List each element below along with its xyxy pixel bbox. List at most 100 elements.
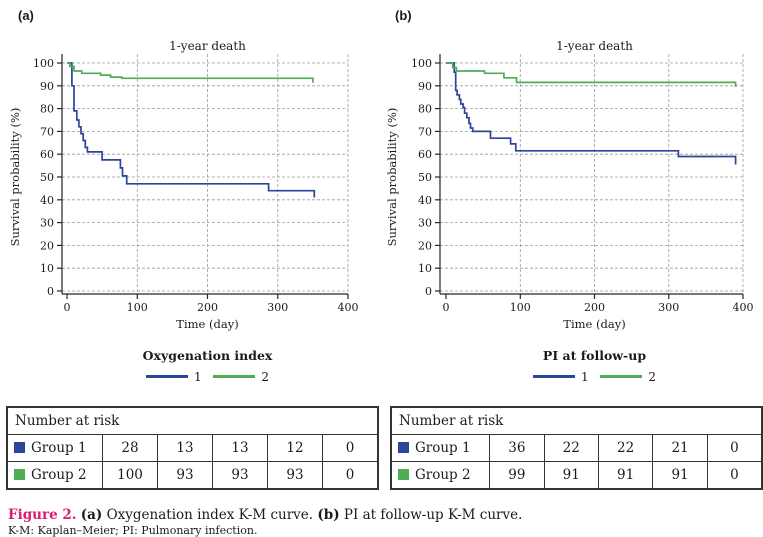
risk-cell: 91 <box>543 461 599 490</box>
risk-table-b-row-group1: Group 1 36 22 22 21 0 <box>390 434 763 462</box>
svg-text:50: 50 <box>40 171 54 184</box>
svg-text:80: 80 <box>418 103 432 116</box>
svg-text:90: 90 <box>40 80 54 93</box>
legend-a-item-group2: 2 <box>213 370 269 384</box>
risk-table-a-header: Number at risk <box>6 406 379 435</box>
legend-b-title: PI at follow-up <box>542 348 647 363</box>
km-chart-pi-at-follow-up: 0 10 20 30 40 50 60 70 80 90 100 0 100 200 300 400 1-yea… <box>385 39 754 331</box>
svg-text:0: 0 <box>47 285 54 298</box>
svg-text:60: 60 <box>418 148 432 161</box>
group2-line-swatch <box>213 375 256 378</box>
svg-text:80: 80 <box>40 103 54 116</box>
svg-text:1-year death: 1-year death <box>169 39 246 53</box>
svg-text:Survival probability (%): Survival probability (%) <box>8 108 22 247</box>
risk-cell: 0 <box>706 461 763 490</box>
legend-a-items: 1 2 <box>21 367 394 384</box>
svg-text:10: 10 <box>40 262 54 275</box>
caption-part-b-text: PI at follow-up K-M curve. <box>339 506 523 523</box>
svg-text:1-year death: 1-year death <box>556 39 633 53</box>
risk-cell: 28 <box>102 434 158 462</box>
group1-square-icon <box>14 442 25 453</box>
risk-cell: 91 <box>652 461 708 490</box>
svg-text:300: 300 <box>267 301 288 314</box>
svg-text:100: 100 <box>127 301 148 314</box>
panel-a-label: (a) <box>18 8 34 23</box>
risk-table-b-header-row: Number at risk <box>390 406 763 435</box>
svg-text:Survival probability (%): Survival probability (%) <box>385 108 399 247</box>
svg-text:0: 0 <box>443 301 450 314</box>
svg-text:30: 30 <box>418 217 432 230</box>
group2-label: Group 2 <box>415 467 471 483</box>
svg-text:0: 0 <box>64 301 71 314</box>
risk-table-b-header: Number at risk <box>390 406 763 435</box>
group2-label-cell: Group 2 <box>6 461 103 490</box>
svg-text:40: 40 <box>40 194 54 207</box>
svg-text:50: 50 <box>418 171 432 184</box>
legend-a-label-group1: 1 <box>193 369 202 384</box>
figure-caption-label: Figure 2. <box>8 506 77 523</box>
svg-text:60: 60 <box>40 148 54 161</box>
group1-line-swatch <box>145 375 188 378</box>
svg-text:20: 20 <box>40 239 54 252</box>
risk-table-a-header-row: Number at risk <box>6 406 379 435</box>
km-chart-oxygenation-index: 0 10 20 30 40 50 60 70 80 90 100 0 100 200 300 400 1-yea… <box>8 39 359 331</box>
svg-text:200: 200 <box>197 301 218 314</box>
group2-label: Group 2 <box>31 467 87 483</box>
group1-line-swatch <box>532 375 575 378</box>
legend-a: Oxygenation index 1 2 <box>21 348 394 384</box>
risk-cell: 22 <box>597 434 654 462</box>
legend-b-label-group1: 1 <box>580 369 589 384</box>
risk-table-a-row-group1: Group 1 28 13 13 12 0 <box>6 434 379 462</box>
svg-text:30: 30 <box>40 217 54 230</box>
svg-text:100: 100 <box>411 57 432 70</box>
svg-text:20: 20 <box>418 239 432 252</box>
caption-part-a-marker: (a) <box>80 506 103 523</box>
legend-b-item-group1: 1 <box>532 369 589 384</box>
group2-line-swatch <box>600 375 643 378</box>
svg-text:200: 200 <box>584 301 605 314</box>
risk-cell: 91 <box>597 461 654 490</box>
figure-footnote: K-M: Kaplan–Meier; PI: Pulmonary infecti… <box>8 524 258 537</box>
svg-text:70: 70 <box>40 125 54 138</box>
group1-label: Group 1 <box>415 440 471 456</box>
svg-text:70: 70 <box>418 125 432 138</box>
risk-cell: 13 <box>157 434 213 462</box>
svg-text:400: 400 <box>338 301 359 314</box>
legend-a-title: Oxygenation index <box>142 348 273 363</box>
svg-text:Time (day): Time (day) <box>563 317 625 331</box>
panel-a: (a) 0 10 20 30 40 50 60 70 80 90 100 0 100 200 300 400 1… <box>6 0 379 490</box>
risk-cell: 93 <box>267 461 323 490</box>
panel-b: (b) 0 10 20 30 40 50 60 70 80 90 100 0 100 200 300 400 1… <box>383 0 763 490</box>
legend-b-label-group2: 2 <box>648 369 657 384</box>
group1-label-cell: Group 1 <box>390 434 491 462</box>
panel-b-label: (b) <box>395 8 412 23</box>
svg-text:90: 90 <box>418 80 432 93</box>
svg-text:300: 300 <box>658 301 679 314</box>
risk-table-a-row-group2: Group 2 100 93 93 93 0 <box>6 461 379 490</box>
caption-part-a-text: Oxygenation index K-M curve. <box>102 506 318 523</box>
group2-square-icon <box>14 469 25 480</box>
group2-label-cell: Group 2 <box>390 461 491 490</box>
figure-caption: Figure 2. (a) Oxygenation index K-M curv… <box>8 507 758 523</box>
risk-cell: 0 <box>322 434 379 462</box>
risk-cell: 36 <box>489 434 545 462</box>
legend-a-label-group2: 2 <box>261 369 270 384</box>
risk-table-a: Number at risk Group 1 28 13 13 12 0 Gro… <box>6 406 379 490</box>
svg-text:400: 400 <box>733 301 754 314</box>
group1-label: Group 1 <box>31 440 87 456</box>
risk-cell: 99 <box>489 461 545 490</box>
risk-cell: 0 <box>322 461 379 490</box>
svg-text:10: 10 <box>418 262 432 275</box>
risk-cell: 12 <box>267 434 323 462</box>
risk-cell: 93 <box>212 461 268 490</box>
legend-b-items: 1 2 <box>406 367 763 384</box>
group1-label-cell: Group 1 <box>6 434 103 462</box>
risk-cell: 22 <box>543 434 599 462</box>
km-curve-group1 <box>446 62 737 165</box>
caption-part-b-marker: (b) <box>317 506 340 523</box>
risk-cell: 0 <box>706 434 763 462</box>
risk-table-b: Number at risk Group 1 36 22 22 21 0 Gro… <box>390 406 763 490</box>
svg-text:40: 40 <box>418 194 432 207</box>
risk-cell: 100 <box>102 461 158 490</box>
